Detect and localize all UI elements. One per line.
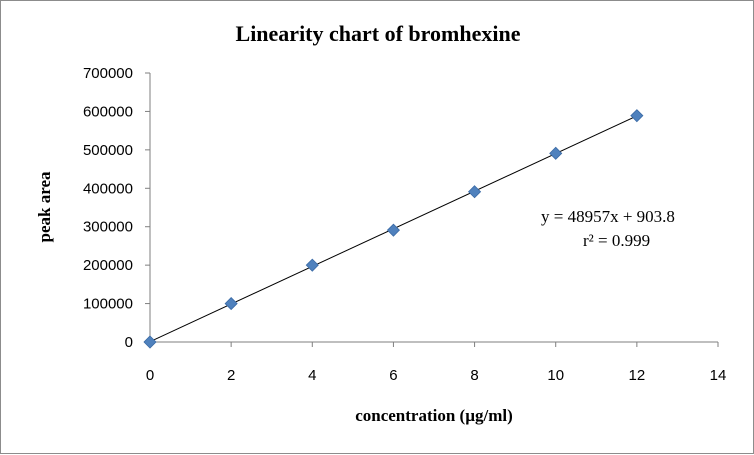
y-tick-label: 500000: [83, 142, 133, 159]
data-point-marker: [224, 297, 238, 311]
regression-equation: y = 48957x + 903.8: [541, 207, 675, 226]
x-axis-ticks: 0 2 4 6 8 10 12 14: [146, 342, 727, 384]
x-tick-label: 6: [389, 367, 397, 384]
y-axis-title: peak area: [35, 171, 54, 242]
data-point-marker: [143, 335, 157, 349]
data-point-marker: [386, 223, 400, 237]
r-squared-label: r² = 0.999: [583, 231, 650, 250]
x-tick-label: 10: [547, 367, 564, 384]
y-tick-label: 0: [125, 334, 133, 351]
data-point-marker: [549, 146, 563, 160]
y-tick-label: 600000: [83, 103, 133, 120]
x-tick-label: 14: [710, 367, 727, 384]
y-axis-ticks: 0 100000 200000 300000 400000 500000 600000 700…: [83, 65, 150, 351]
y-tick-label: 300000: [83, 219, 133, 236]
x-axis-title: concentration (µg/ml): [355, 406, 513, 425]
x-tick-label: 12: [629, 367, 646, 384]
chart-title: Linearity chart of bromhexine: [236, 21, 521, 46]
x-tick-label: 0: [146, 367, 154, 384]
y-tick-label: 200000: [83, 257, 133, 274]
x-tick-label: 4: [308, 367, 316, 384]
y-tick-label: 400000: [83, 180, 133, 197]
y-tick-label: 700000: [83, 65, 133, 82]
x-tick-label: 2: [227, 367, 235, 384]
y-tick-label: 100000: [83, 296, 133, 313]
data-point-marker: [468, 185, 482, 199]
data-points: [143, 109, 644, 349]
data-point-marker: [305, 258, 319, 272]
data-point-marker: [630, 109, 644, 123]
x-tick-label: 8: [470, 367, 478, 384]
